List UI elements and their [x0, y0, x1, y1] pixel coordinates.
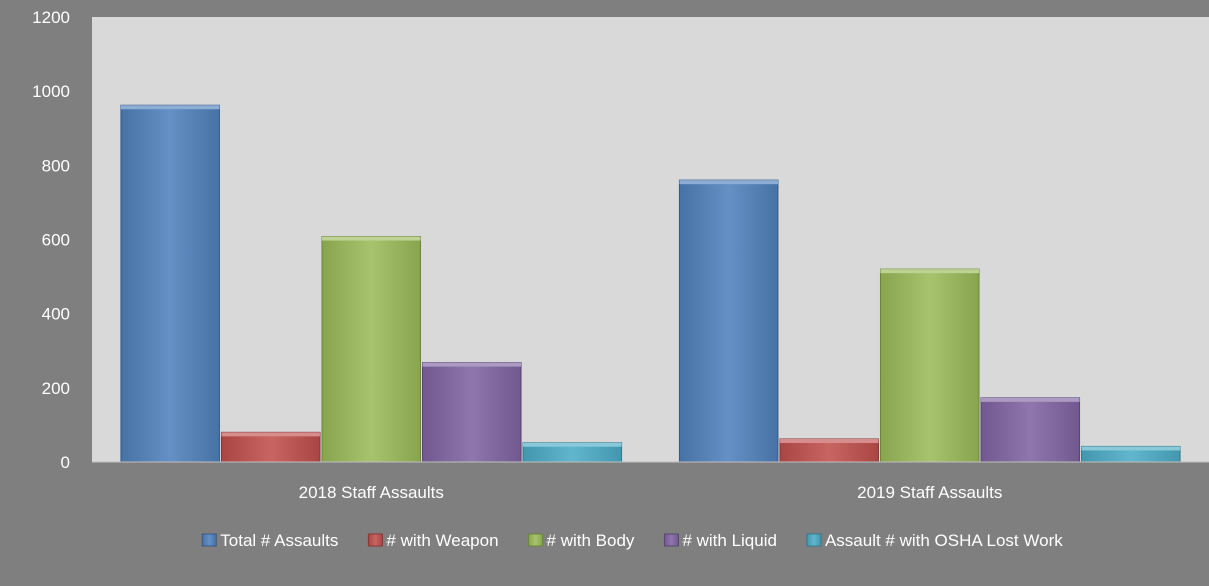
legend-swatch — [806, 533, 822, 547]
bar-top-edge — [779, 439, 879, 444]
bar-top-edge — [422, 362, 522, 367]
bar-top-edge — [880, 269, 980, 274]
legend-swatch — [201, 533, 217, 547]
bar — [120, 104, 220, 463]
legend-label: Assault # with OSHA Lost Work — [825, 531, 1063, 550]
y-tick-label: 1000 — [32, 82, 70, 101]
bar-top-edge — [120, 105, 220, 110]
bar-top-edge — [523, 442, 622, 447]
y-tick-label: 200 — [42, 379, 70, 398]
y-tick-label: 1200 — [32, 8, 70, 27]
y-tick-label: 600 — [42, 231, 70, 250]
legend-swatch — [367, 533, 383, 547]
bars — [120, 104, 1181, 463]
y-tick-label: 800 — [42, 156, 70, 175]
bar — [220, 431, 321, 463]
legend-label: # with Liquid — [682, 531, 777, 550]
bar — [422, 362, 522, 463]
x-axis: 2018 Staff Assaults 2019 Staff Assaults — [92, 461, 1209, 502]
legend-label: Total # Assaults — [220, 531, 338, 550]
bar-top-edge — [221, 432, 320, 437]
legend-label: # with Weapon — [386, 531, 498, 550]
legend: Total # Assaults # with Weapon # with Body… — [201, 531, 1063, 550]
bar-top-edge — [321, 236, 421, 241]
bar — [980, 397, 1081, 463]
y-axis: 0 200 400 600 800 1000 1200 — [32, 8, 70, 472]
y-tick-label: 400 — [42, 305, 70, 324]
y-tick-label: 0 — [61, 453, 70, 472]
bar-top-edge — [981, 397, 1080, 402]
bar-top-edge — [679, 180, 778, 185]
x-category-label: 2019 Staff Assaults — [857, 483, 1002, 502]
legend-swatch — [663, 533, 679, 547]
legend-label: # with Body — [547, 531, 635, 550]
bar-top-edge — [1081, 446, 1181, 451]
bar — [321, 236, 422, 463]
plot-area — [92, 17, 1209, 462]
legend-swatch — [528, 533, 544, 547]
bar — [879, 268, 980, 463]
x-category-label: 2018 Staff Assaults — [299, 483, 444, 502]
bar — [678, 179, 779, 463]
